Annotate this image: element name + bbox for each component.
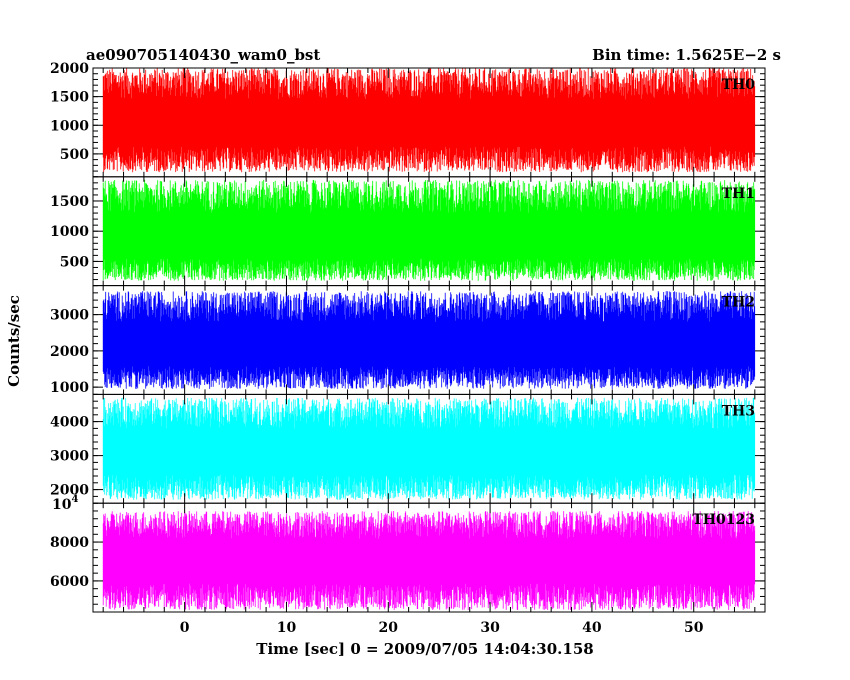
chart-title: ae090705140430_wam0_bst [86, 46, 320, 64]
series-layer [102, 68, 756, 610]
y-tick-label-th3: 3000 [50, 449, 89, 465]
x-axis-label: Time [sec] 0 = 2009/07/05 14:04:30.158 [256, 640, 593, 658]
bin-time-label: Bin time: 1.5625E−2 s [592, 46, 781, 64]
x-tick-label: 10 [277, 620, 297, 636]
exponent-power: 4 [71, 494, 78, 505]
panel-label-th0123: TH0123 [692, 512, 755, 528]
x-tick-label: 20 [379, 620, 399, 636]
y-tick-label-th0: 1500 [50, 90, 89, 106]
y-tick-label-th0: 500 [60, 147, 89, 163]
y-axis-label: Counts/sec [5, 295, 23, 387]
series-band-th3 [103, 431, 755, 473]
y-tick-label-th2: 3000 [50, 308, 89, 324]
series-band-th0123 [103, 541, 755, 581]
x-tick-label: 0 [180, 620, 190, 636]
x-tick-label: 30 [480, 620, 500, 636]
y-tick-label-th0: 1000 [50, 118, 89, 134]
y-tick-label-th0: 2000 [50, 61, 89, 77]
exponent-base: 10 [52, 497, 72, 513]
series-band-th2 [103, 324, 755, 364]
panel-label-th0: TH0 [722, 77, 756, 93]
y-tick-label-th2: 1000 [50, 380, 89, 396]
panel-label-th2: TH2 [722, 295, 755, 311]
y-tick-label-th0123: 8000 [50, 535, 89, 551]
label-layer: 200015001000500TH015001000500TH130002000… [50, 61, 755, 636]
series-band-th0 [103, 102, 755, 145]
x-tick-label: 50 [684, 620, 704, 636]
y-tick-label-th0123: 6000 [50, 574, 89, 590]
panel-label-th3: TH3 [722, 403, 755, 419]
y-tick-label-th1: 500 [60, 254, 89, 270]
x-tick-label: 40 [582, 620, 602, 636]
y-tick-label-th3: 2000 [50, 483, 89, 499]
y-tick-label-th3: 4000 [50, 415, 89, 431]
panel-label-th1: TH1 [722, 186, 755, 202]
exponent-label: 104 [52, 494, 78, 513]
y-tick-label-th2: 2000 [50, 344, 89, 360]
frame-layer [92, 67, 766, 613]
series-band-th1 [103, 216, 755, 257]
y-tick-label-th1: 1000 [50, 224, 89, 240]
y-tick-label-th1: 1500 [50, 194, 89, 210]
